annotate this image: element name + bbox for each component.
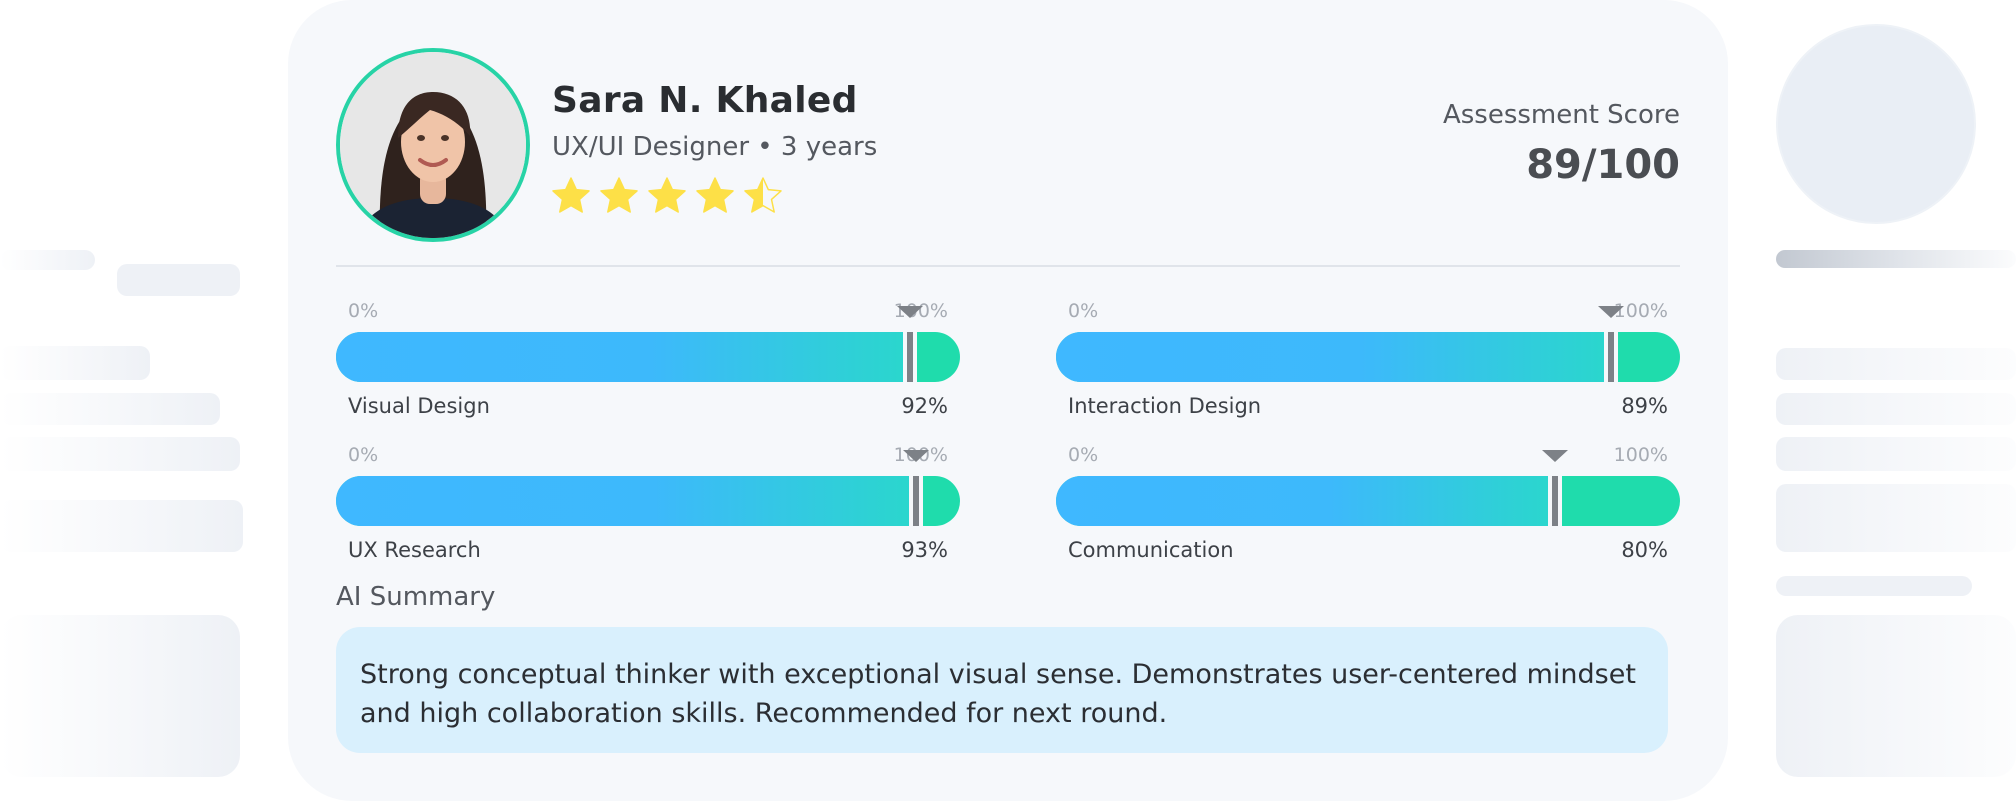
skill-bar [1056, 332, 1680, 382]
skill-bar [336, 332, 960, 382]
scale-min-label: 0% [348, 300, 379, 322]
scale-max-label: 100% [1613, 444, 1668, 466]
scale-max-label: 100% [1613, 300, 1668, 322]
skill-bar-fill [1056, 476, 1556, 526]
candidate-avatar [336, 48, 530, 242]
skill-bar [336, 476, 960, 526]
scale-min-label: 0% [348, 444, 379, 466]
profile-photo-icon [340, 52, 526, 238]
ai-summary-text: Strong conceptual thinker with exception… [336, 627, 1668, 753]
placeholder-line [1776, 348, 2016, 380]
skill-bar-fill [336, 332, 911, 382]
skill-bar-marker [907, 332, 914, 382]
skill-name: UX Research [348, 538, 481, 562]
placeholder-line [1776, 437, 2016, 471]
placeholder-avatar [1776, 24, 1976, 224]
placeholder-line [0, 437, 240, 471]
skill-percent: 92% [901, 394, 948, 418]
skill-bar [1056, 476, 1680, 526]
placeholder-panel [1776, 615, 2016, 777]
placeholder-line [0, 250, 95, 270]
skill-meter-interaction-design: 0% 100% Interaction Design 89% [1056, 270, 1680, 418]
assessment-score-value: 89/100 [1526, 142, 1680, 188]
skill-percent: 89% [1621, 394, 1668, 418]
candidate-role: UX/UI Designer • 3 years [552, 132, 878, 162]
triangle-marker-icon [897, 306, 924, 318]
placeholder-block [1776, 484, 2016, 552]
placeholder-line [0, 346, 150, 380]
placeholder-line [1776, 250, 2016, 268]
skill-name: Interaction Design [1068, 394, 1262, 418]
star-icon [696, 177, 734, 213]
skill-name: Visual Design [348, 394, 490, 418]
skill-percent: 80% [1621, 538, 1668, 562]
placeholder-line [0, 393, 220, 425]
assessment-score-label: Assessment Score [1442, 100, 1680, 130]
star-icon [552, 177, 590, 213]
star-icon [648, 177, 686, 213]
star-icon [744, 177, 782, 213]
placeholder-line [1776, 393, 2016, 425]
placeholder-panel [0, 615, 240, 777]
skill-bar-marker [1552, 476, 1559, 526]
scale-min-label: 0% [1068, 444, 1099, 466]
header-divider [336, 265, 1680, 267]
placeholder-line [1776, 576, 1972, 596]
skill-percent: 93% [901, 538, 948, 562]
skill-bar-fill [336, 476, 917, 526]
scale-min-label: 0% [1068, 300, 1099, 322]
placeholder-chip [117, 264, 240, 296]
skill-name: Communication [1068, 538, 1234, 562]
skill-bar-marker [1608, 332, 1615, 382]
star-rating [551, 176, 783, 216]
skill-bar-fill [1056, 332, 1612, 382]
skill-meter-ux-research: 0% 100% UX Research 93% [336, 414, 960, 562]
triangle-marker-icon [1542, 450, 1569, 462]
triangle-marker-icon [903, 450, 930, 462]
skill-meter-communication: 0% 100% Communication 80% [1056, 414, 1680, 562]
triangle-marker-icon [1598, 306, 1625, 318]
skill-bar-marker [913, 476, 920, 526]
star-icon [600, 177, 638, 213]
ai-summary-title: AI Summary [336, 582, 496, 612]
skill-meter-visual-design: 0% 100% Visual Design 92% [336, 270, 960, 418]
placeholder-block [0, 500, 243, 552]
candidate-name: Sara N. Khaled [552, 80, 858, 121]
